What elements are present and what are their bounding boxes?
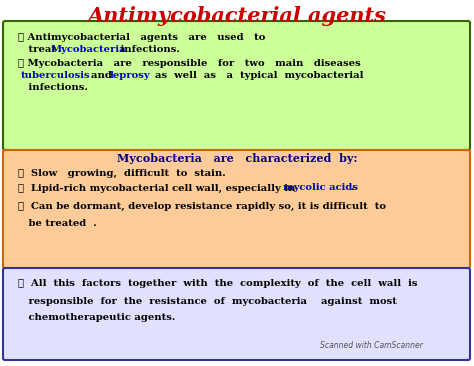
Text: Antimycobacterial agents: Antimycobacterial agents <box>88 6 386 26</box>
Text: tuberculosis: tuberculosis <box>21 71 91 79</box>
Text: mycolic acids: mycolic acids <box>283 183 358 193</box>
Text: ❖  All  this  factors  together  with  the  complexity  of  the  cell  wall  is: ❖ All this factors together with the com… <box>18 279 418 288</box>
Text: ❖  Can be dormant, develop resistance rapidly so, it is difficult  to: ❖ Can be dormant, develop resistance rap… <box>18 202 386 210</box>
Text: as  well  as   a  typical  mycobacterial: as well as a typical mycobacterial <box>148 71 364 79</box>
Text: leprosy: leprosy <box>110 71 151 79</box>
Text: responsible  for  the  resistance  of  mycobacteria    against  most: responsible for the resistance of mycoba… <box>18 296 397 306</box>
FancyBboxPatch shape <box>3 150 470 268</box>
FancyBboxPatch shape <box>3 21 470 150</box>
Text: treat: treat <box>18 45 60 55</box>
Text: ❖  Slow   growing,  difficult  to  stain.: ❖ Slow growing, difficult to stain. <box>18 168 226 178</box>
Text: Mycobacteria   are   characterized  by:: Mycobacteria are characterized by: <box>117 153 357 164</box>
Text: ❖  Lipid-rich mycobacterial cell wall, especially in: ❖ Lipid-rich mycobacterial cell wall, es… <box>18 183 299 193</box>
Text: ❖ Antimycobacterial   agents   are   used   to: ❖ Antimycobacterial agents are used to <box>18 34 265 42</box>
Text: and: and <box>84 71 119 79</box>
Text: .: . <box>350 183 354 193</box>
FancyBboxPatch shape <box>3 268 470 360</box>
Text: chemotherapeutic agents.: chemotherapeutic agents. <box>18 314 175 322</box>
Text: ❖ Mycobacteria   are   responsible   for   two   main   diseases: ❖ Mycobacteria are responsible for two m… <box>18 59 361 67</box>
Text: Mycobacteria: Mycobacteria <box>51 45 127 55</box>
Text: be treated  .: be treated . <box>18 219 97 228</box>
Text: infections.: infections. <box>18 82 88 92</box>
Text: infections.: infections. <box>117 45 180 55</box>
Text: Scanned with CamScanner: Scanned with CamScanner <box>320 341 423 351</box>
